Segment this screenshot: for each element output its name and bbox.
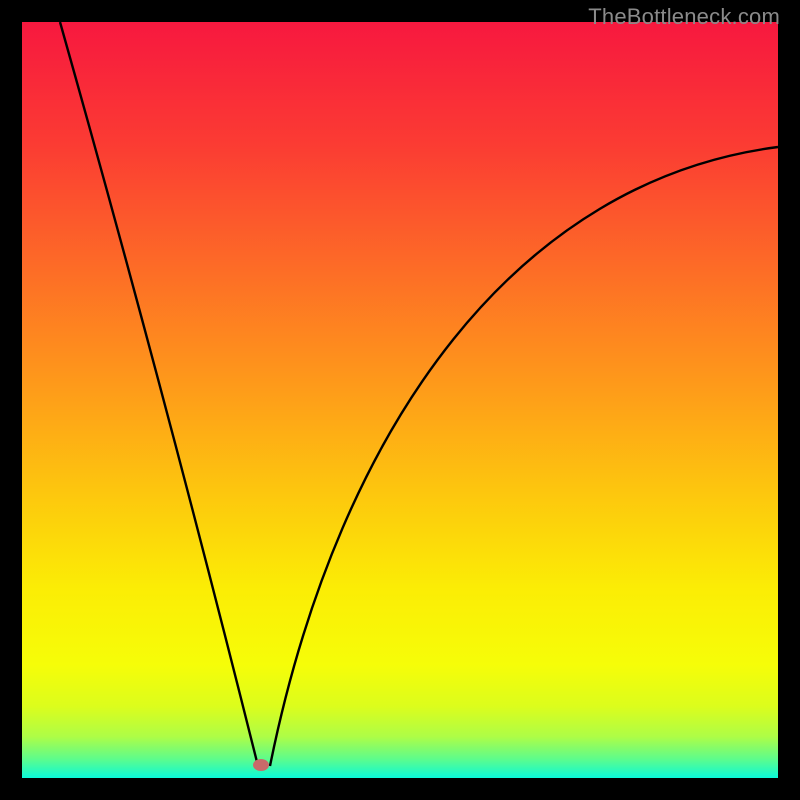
chart-container: { "watermark": { "text": "TheBottleneck.… [0,0,800,800]
curve-right-branch [270,147,778,766]
vertex-dot [253,759,269,771]
curve-left-branch [60,22,258,766]
v-curve [0,0,800,800]
watermark-text: TheBottleneck.com [588,4,780,30]
